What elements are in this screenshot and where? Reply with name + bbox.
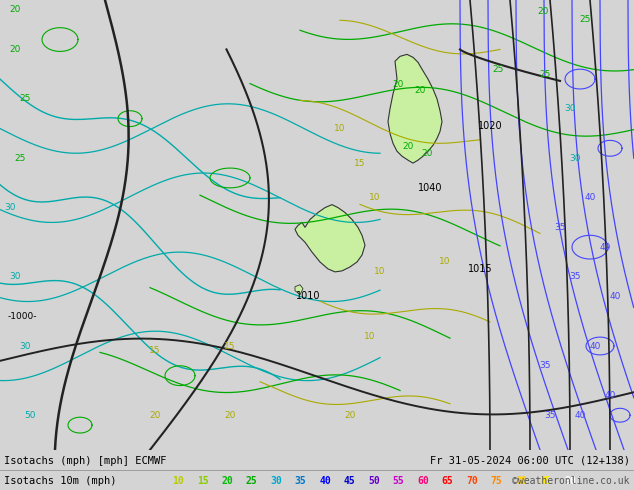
Text: 30: 30 [564,104,576,113]
Text: 20: 20 [344,411,356,420]
Text: 10: 10 [374,268,385,276]
Text: 35: 35 [544,411,556,420]
Text: 20: 20 [150,411,160,420]
Text: 20: 20 [403,142,414,151]
Text: 20: 20 [221,476,233,486]
Text: 25: 25 [19,95,30,103]
Text: 20: 20 [414,86,425,96]
Text: 20: 20 [392,79,404,89]
Text: 25: 25 [493,65,503,74]
Text: 40: 40 [604,391,616,400]
Text: 1040: 1040 [418,183,443,193]
Text: Isotachs 10m (mph): Isotachs 10m (mph) [4,476,117,486]
Text: 65: 65 [442,476,453,486]
Text: Isotachs (mph) [mph] ECMWF: Isotachs (mph) [mph] ECMWF [4,456,167,466]
Text: 10: 10 [439,257,451,267]
Text: 1015: 1015 [468,264,493,274]
Text: 30: 30 [19,342,31,350]
Text: 10: 10 [365,332,376,341]
Text: 1020: 1020 [478,121,503,130]
Text: 40: 40 [574,411,586,420]
Text: 40: 40 [585,193,596,202]
Text: 40: 40 [599,243,611,252]
Text: 15: 15 [224,342,236,350]
Text: 30: 30 [569,154,581,163]
Text: 40: 40 [609,292,621,301]
Polygon shape [295,285,303,294]
Text: 20: 20 [422,149,432,158]
Text: 20: 20 [10,45,21,54]
Text: 15: 15 [354,159,366,168]
Text: 20: 20 [10,5,21,14]
Text: 30: 30 [270,476,282,486]
Text: 15: 15 [197,476,209,486]
Text: 20: 20 [224,411,236,420]
Text: 70: 70 [466,476,478,486]
Text: 35: 35 [540,361,551,370]
Text: 25: 25 [579,15,591,24]
Text: 35: 35 [295,476,306,486]
Text: 35: 35 [569,272,581,281]
Text: 50: 50 [24,411,36,420]
Text: 10: 10 [334,124,346,133]
Text: 15: 15 [149,346,161,355]
Text: 30: 30 [10,272,21,281]
Text: 55: 55 [392,476,404,486]
Text: 90: 90 [564,476,576,486]
Text: -1000-: -1000- [8,312,37,321]
Text: 40: 40 [319,476,331,486]
Text: Fr 31-05-2024 06:00 UTC (12+138): Fr 31-05-2024 06:00 UTC (12+138) [430,456,630,466]
Text: 75: 75 [491,476,502,486]
Text: 10: 10 [172,476,184,486]
Polygon shape [388,54,442,163]
Text: 25: 25 [245,476,257,486]
Text: 10: 10 [369,193,381,202]
Text: 80: 80 [515,476,527,486]
Text: 45: 45 [344,476,356,486]
Text: ©weatheronline.co.uk: ©weatheronline.co.uk [512,476,630,486]
Polygon shape [295,205,365,272]
Text: 85: 85 [540,476,552,486]
Text: 60: 60 [417,476,429,486]
Text: 50: 50 [368,476,380,486]
Text: 20: 20 [537,7,548,16]
Text: 30: 30 [4,203,16,212]
Text: 1010: 1010 [296,291,321,300]
Text: 25: 25 [15,154,26,163]
Text: 40: 40 [590,342,600,350]
Text: 25: 25 [540,70,551,79]
Text: 35: 35 [554,223,566,232]
